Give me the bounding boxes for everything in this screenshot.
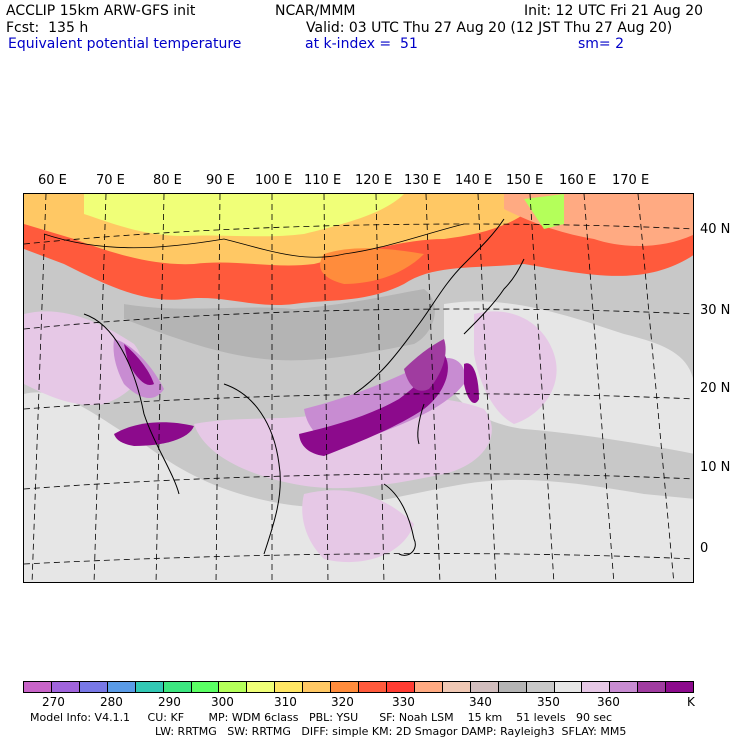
- lon-label: 70 E: [96, 173, 125, 188]
- lon-label: 160 E: [559, 173, 597, 188]
- colorbar-swatch: [638, 682, 667, 692]
- colorbar: [23, 681, 694, 693]
- colorbar-tick: 320: [331, 695, 354, 709]
- model-info-line: Model Info: V4.1.1 CU: KF MP: WDM 6class…: [30, 711, 613, 724]
- init-time: Init: 12 UTC Fri 21 Aug 20: [524, 3, 704, 19]
- colorbar-swatch: [666, 682, 694, 692]
- colorbar-swatch: [386, 682, 415, 692]
- smoothing-label: sm= 2: [578, 36, 625, 52]
- colorbar-unit: K: [687, 695, 695, 709]
- colorbar-swatch: [51, 682, 80, 692]
- colorbar-swatch: [610, 682, 639, 692]
- colorbar-tick: 330: [392, 695, 415, 709]
- colorbar-swatch: [526, 682, 555, 692]
- center-label: NCAR/MMM: [275, 3, 356, 19]
- colorbar-swatch: [414, 682, 443, 692]
- lon-label: 60 E: [38, 173, 67, 188]
- colorbar-swatch: [191, 682, 220, 692]
- lat-label: 20 N: [700, 381, 731, 396]
- colorbar-swatch: [498, 682, 527, 692]
- colorbar-swatch: [247, 682, 276, 692]
- colorbar-swatch: [470, 682, 499, 692]
- colorbar-tick: 280: [100, 695, 123, 709]
- lon-label: 80 E: [153, 173, 182, 188]
- model-title: ACCLIP 15km ARW-GFS init: [6, 3, 196, 19]
- valid-time: Valid: 03 UTC Thu 27 Aug 20 (12 JST Thu …: [306, 20, 673, 36]
- colorbar-swatch: [219, 682, 248, 692]
- colorbar-tick: 270: [42, 695, 65, 709]
- colorbar-swatch: [442, 682, 471, 692]
- map-panel: [23, 193, 694, 583]
- physics-info-line: LW: RRTMG SW: RRTMG DIFF: simple KM: 2D …: [155, 725, 627, 738]
- forecast-hour: Fcst: 135 h: [6, 20, 89, 36]
- theta-e-field: [24, 194, 693, 582]
- lon-label: 170 E: [612, 173, 650, 188]
- colorbar-tick: 340: [469, 695, 492, 709]
- colorbar-tick: 350: [537, 695, 560, 709]
- colorbar-swatch: [163, 682, 192, 692]
- lat-label: 30 N: [700, 303, 731, 318]
- colorbar-tick: 300: [211, 695, 234, 709]
- colorbar-tick: 290: [158, 695, 181, 709]
- lon-label: 130 E: [404, 173, 442, 188]
- colorbar-swatch: [107, 682, 136, 692]
- colorbar-swatch: [24, 682, 52, 692]
- colorbar-swatch: [79, 682, 108, 692]
- lon-label: 90 E: [206, 173, 235, 188]
- colorbar-tick: 360: [597, 695, 620, 709]
- colorbar-swatch: [554, 682, 583, 692]
- lon-label: 110 E: [304, 173, 342, 188]
- colorbar-swatch: [331, 682, 360, 692]
- lon-label: 120 E: [355, 173, 393, 188]
- lon-label: 100 E: [255, 173, 293, 188]
- colorbar-swatch: [275, 682, 304, 692]
- colorbar-tick: 310: [274, 695, 297, 709]
- field-name: Equivalent potential temperature: [8, 36, 242, 52]
- lon-label: 150 E: [506, 173, 544, 188]
- lat-label: 40 N: [700, 222, 731, 237]
- colorbar-swatch: [359, 682, 387, 692]
- colorbar-swatch: [135, 682, 164, 692]
- colorbar-swatch: [303, 682, 332, 692]
- lat-label: 10 N: [700, 460, 731, 475]
- level-label: at k-index = 51: [305, 36, 418, 52]
- lat-label: 0: [700, 541, 709, 556]
- colorbar-swatch: [582, 682, 611, 692]
- lon-label: 140 E: [455, 173, 493, 188]
